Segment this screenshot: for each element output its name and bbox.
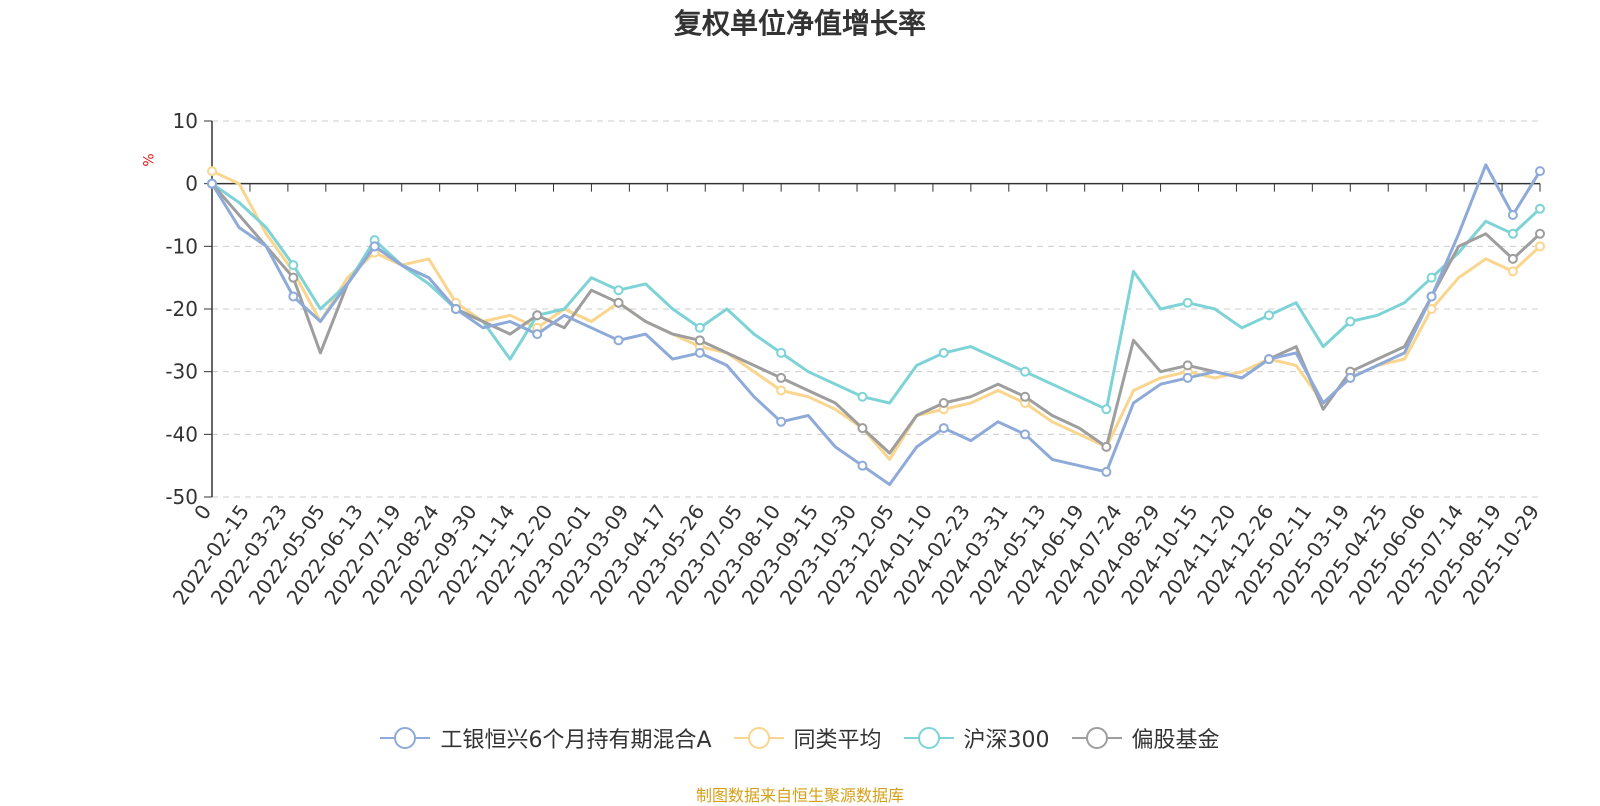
y-tick-label: -40	[165, 422, 198, 446]
series-point	[1101, 404, 1112, 415]
series-point	[613, 297, 624, 308]
chart-title: 复权单位净值增长率	[673, 7, 926, 40]
series-point	[776, 347, 787, 358]
y-tick-label: -20	[165, 297, 198, 321]
y-tick-label: 10	[173, 109, 198, 133]
series-point	[776, 372, 787, 383]
x-tick-labels: 02022-02-152022-03-232022-05-052022-06-1…	[168, 500, 1544, 609]
series-point	[1507, 266, 1518, 277]
series-point	[776, 385, 787, 396]
series-point	[1020, 391, 1031, 402]
y-tick-labels: 10 0 -10 -20 -30 -40 -50	[165, 109, 198, 509]
series-point	[450, 304, 461, 314]
legend-label-fund: 工银恒兴6个月持有期混合A	[440, 728, 712, 753]
series-point	[1182, 297, 1193, 308]
series-point	[1182, 360, 1193, 371]
y-tick-label: -50	[165, 485, 198, 509]
series-point	[776, 416, 787, 427]
series-point	[694, 335, 705, 346]
series-point	[1263, 310, 1274, 321]
series-point	[1535, 228, 1545, 239]
series-point	[532, 310, 543, 321]
series-point	[1426, 304, 1437, 314]
legend-swatch-equity-funds	[1071, 727, 1122, 749]
y-tick-label: -30	[165, 360, 198, 384]
series-point	[694, 322, 705, 333]
axes	[204, 120, 1541, 498]
legend-item-csi300[interactable]: 沪深300	[903, 722, 1050, 754]
series-point	[938, 347, 949, 358]
series-point	[857, 391, 868, 402]
series-point	[207, 178, 217, 189]
legend: 工银恒兴6个月持有期混合A 同类平均 沪深300 偏股基金	[0, 722, 1600, 754]
y-tick-label: -10	[165, 234, 198, 258]
series-point	[1182, 372, 1193, 383]
legend-swatch-fund	[380, 727, 431, 749]
series-point	[1345, 316, 1356, 327]
y-tick-label: 0	[185, 172, 198, 196]
x-tick-label: 0	[189, 500, 216, 524]
series-line-0	[210, 163, 1542, 486]
series-point	[1263, 354, 1274, 365]
series-point	[613, 335, 624, 346]
legend-swatch-peer-average	[733, 727, 784, 749]
series-point	[1020, 366, 1031, 377]
series-point	[1426, 291, 1437, 302]
grid-lines	[212, 120, 1540, 498]
series-point	[288, 291, 299, 302]
series-point	[1345, 372, 1356, 383]
series-point	[857, 460, 868, 471]
series-point	[532, 329, 543, 340]
series-lines	[207, 163, 1545, 486]
series-point	[1101, 466, 1112, 477]
legend-label-equity-funds: 偏股基金	[1131, 728, 1220, 753]
series-point	[1535, 241, 1545, 252]
series-point	[1426, 272, 1437, 283]
series-point	[1535, 166, 1545, 177]
series-point	[1507, 228, 1518, 239]
series-point	[288, 272, 299, 283]
series-point	[369, 241, 380, 252]
data-source-note: 制图数据来自恒生聚源数据库	[695, 786, 904, 805]
legend-item-equity-funds[interactable]: 偏股基金	[1071, 722, 1220, 754]
series-point	[694, 347, 705, 358]
series-line-2	[211, 182, 1542, 411]
legend-swatch-csi300	[903, 727, 954, 749]
series-point	[1101, 441, 1112, 452]
series-point	[207, 166, 217, 177]
series-point	[1020, 429, 1031, 440]
series-line-1	[211, 169, 1542, 461]
legend-label-csi300: 沪深300	[963, 728, 1050, 753]
legend-label-peer-average: 同类平均	[793, 728, 882, 753]
series-point	[613, 285, 624, 296]
line-chart: 10 0 -10 -20 -30 -40 -50 02022-02-152022-03-23…	[165, 109, 1545, 609]
series-point	[857, 423, 868, 434]
series-point	[938, 398, 949, 408]
legend-item-peer-average[interactable]: 同类平均	[733, 722, 882, 754]
series-point	[1535, 203, 1545, 214]
legend-item-fund[interactable]: 工银恒兴6个月持有期混合A	[380, 722, 712, 754]
series-point	[1507, 210, 1518, 220]
series-line-3	[210, 182, 1542, 455]
series-point	[938, 423, 949, 434]
series-point	[1507, 253, 1518, 264]
series-point	[288, 260, 299, 271]
